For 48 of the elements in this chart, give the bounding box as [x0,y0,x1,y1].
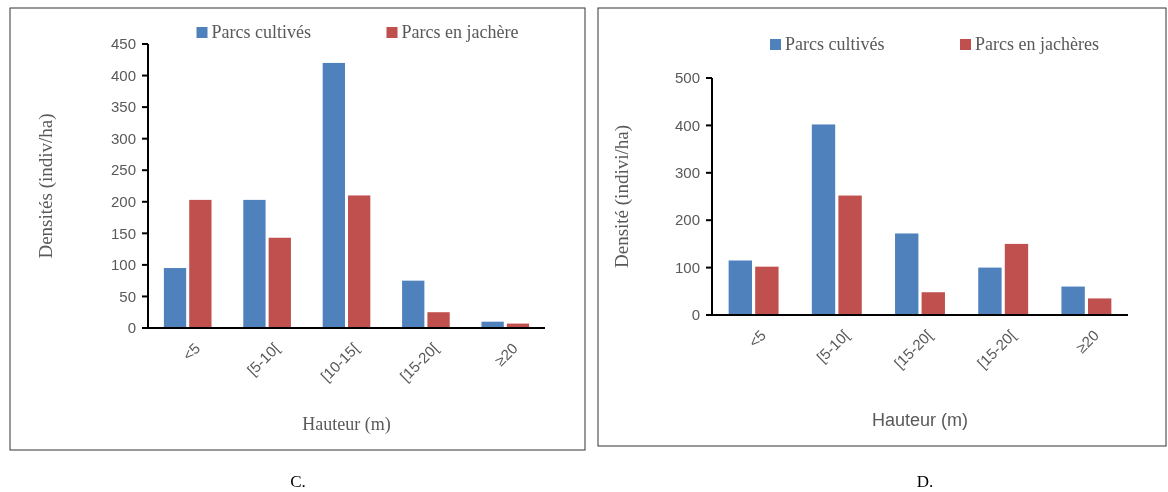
bar [189,199,212,328]
bar [755,266,779,315]
y-tick-label: 450 [110,35,136,53]
y-tick-label: 150 [110,224,136,242]
bar [895,233,919,315]
bar [163,268,187,328]
y-tick-label: 200 [674,211,700,229]
bar [1061,286,1085,315]
bar [811,124,836,315]
y-tick-label: 400 [674,116,700,134]
bar [402,280,425,328]
y-tick-label: 350 [110,98,136,116]
text: D. [916,472,934,491]
bar [348,195,371,328]
bar [921,292,945,315]
y-tick-label: 400 [110,66,136,84]
y-tick-label: 500 [674,69,700,87]
legend-label: Parcs cultivés [785,34,885,54]
legend-label: Parcs en jachère [401,22,519,42]
x-axis-title: Hauteur (m) [302,414,391,435]
y-tick-label: 300 [110,129,136,147]
x-tick-label: ≥20 [1072,326,1102,357]
bar [243,199,266,328]
y-tick-label: 100 [674,258,700,276]
y-tick-label: 300 [674,164,700,182]
bar [1087,298,1112,315]
legend-label: Parcs en jachères [975,34,1099,54]
text: C. [290,472,306,491]
y-tick-label: 0 [127,319,136,337]
y-tick-label: 50 [119,287,136,305]
bar [978,267,1002,315]
x-tick-label: <5 [179,339,204,364]
y-axis-title: Densité (indivi/ha) [611,125,633,268]
y-tick-label: 200 [110,193,136,211]
y-tick-label: 100 [110,256,136,274]
bar [427,312,450,328]
y-tick-label: 250 [110,161,136,179]
y-tick-label: 0 [691,306,700,324]
bar [322,62,345,328]
bar [1004,243,1029,315]
x-tick-label: ≥20 [491,339,521,370]
x-axis-title: Hauteur (m) [871,410,969,430]
y-axis-title: Densités (indiv/ha) [35,113,57,259]
bar [268,237,291,328]
bar [838,195,862,315]
legend-label: Parcs cultivés [211,22,311,42]
bar [728,260,753,315]
x-tick-label: <5 [745,326,770,351]
